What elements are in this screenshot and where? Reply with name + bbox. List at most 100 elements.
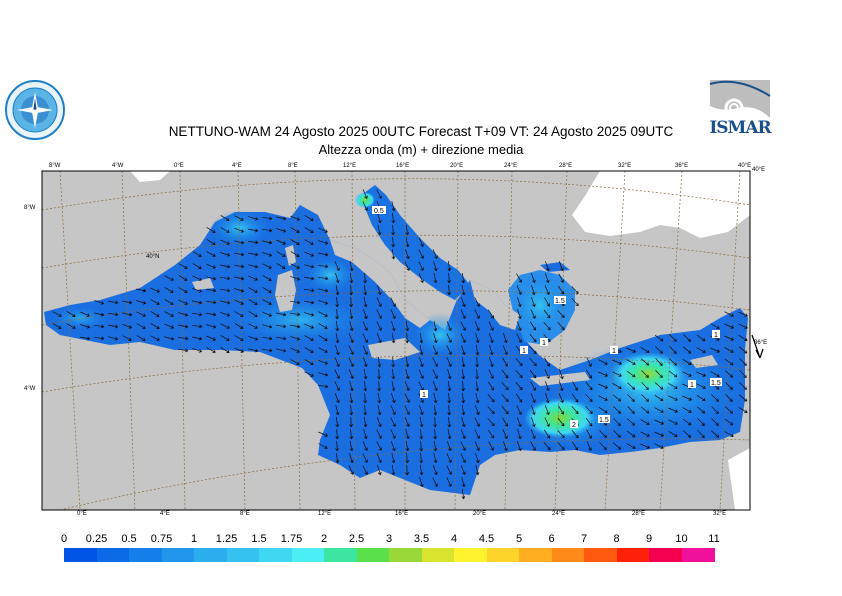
direction-arrow [475,453,480,464]
tick-bottom: 8°E [240,511,250,517]
direction-arrow [349,404,354,416]
direction-arrow [433,440,438,452]
direction-arrow [557,285,565,295]
direction-arrow [52,323,62,329]
direction-arrow [654,334,664,342]
direction-arrow [318,384,329,389]
direction-arrow [276,348,287,353]
direction-arrow [248,311,258,317]
tick-bottom: 20°E [473,511,487,517]
direction-arrow [724,323,734,329]
direction-arrow [276,216,287,221]
direction-arrow [613,430,621,438]
direction-arrow [460,321,466,331]
direction-arrow [557,430,565,439]
direction-arrow [318,299,328,305]
direction-arrow [626,370,636,378]
graticule [42,171,750,510]
colorbar-label: 7 [580,533,588,545]
direction-arrow [654,419,664,425]
direction-arrow [164,336,175,341]
direction-arrow [571,429,579,439]
direction-arrow [405,357,410,368]
direction-arrow [474,405,480,415]
direction-arrow [318,227,328,233]
direction-arrow [318,252,329,257]
colorbar-segment [454,548,487,562]
direction-arrow [627,406,635,414]
direction-arrow [363,404,368,416]
direction-arrow [391,212,396,224]
direction-arrow [724,311,734,317]
direction-arrow [220,288,231,293]
direction-arrow [418,357,424,367]
direction-arrow [261,348,273,353]
direction-arrow [544,417,550,427]
colorbar-label: 5 [515,533,523,545]
direction-arrow [557,417,565,427]
direction-arrow [432,465,438,475]
direction-arrow [376,309,382,319]
direction-arrow [290,215,300,221]
direction-arrow [66,323,76,329]
tick-bottom: 24°E [552,511,566,517]
direction-arrow [391,381,396,392]
greece [470,280,520,330]
direction-arrow [654,382,664,390]
direction-arrow [363,369,368,380]
colorbar-label: 6 [548,533,555,545]
direction-arrow [558,393,564,403]
direction-arrow [516,417,522,427]
direction-arrow [349,321,354,332]
direction-arrow [234,288,245,293]
direction-arrow [220,227,230,233]
direction-arrow [487,417,495,427]
direction-arrow [697,418,705,426]
direction-arrow [220,264,231,269]
direction-arrow [461,368,466,380]
direction-arrow [150,311,160,317]
direction-arrow [304,371,314,377]
direction-arrow [529,369,537,379]
direction-arrow [178,348,189,353]
direction-arrow [461,272,466,284]
direction-arrow [668,419,678,425]
direction-arrow [640,347,650,354]
direction-arrow [586,369,593,379]
direction-arrow [304,215,314,221]
direction-arrow [669,334,677,342]
direction-arrow [641,370,649,378]
direction-arrow [711,418,719,426]
direction-arrow [349,296,354,308]
direction-arrow [335,333,340,344]
direction-arrow [377,392,382,404]
direction-arrow [318,372,329,377]
colorbar-label: 2 [320,533,328,545]
direction-arrow [419,345,424,356]
tick-top: 16°E [396,163,410,169]
direction-arrow [363,272,368,284]
direction-arrow [475,333,480,344]
colorbar-segment [129,548,162,562]
direction-arrow [349,284,354,296]
direction-arrow [640,358,650,366]
colorbar-segment [291,548,325,562]
direction-arrow [668,431,678,437]
direction-arrow [192,251,202,257]
direction-arrow [432,369,438,379]
direction-arrow [447,429,452,440]
direction-arrow [150,335,160,341]
direction-arrow [391,201,396,212]
tick-right: 40°E [752,167,766,173]
direction-arrow [178,324,189,329]
direction-arrow [94,299,104,305]
tick-top: 8°W [49,163,61,169]
direction-arrow [206,276,217,281]
direction-arrow [515,370,523,379]
direction-arrow [710,347,720,353]
direction-arrow [529,333,537,343]
direction-arrow [206,251,216,257]
direction-arrow [391,453,396,464]
direction-arrow [627,382,636,390]
direction-arrow [433,453,438,464]
